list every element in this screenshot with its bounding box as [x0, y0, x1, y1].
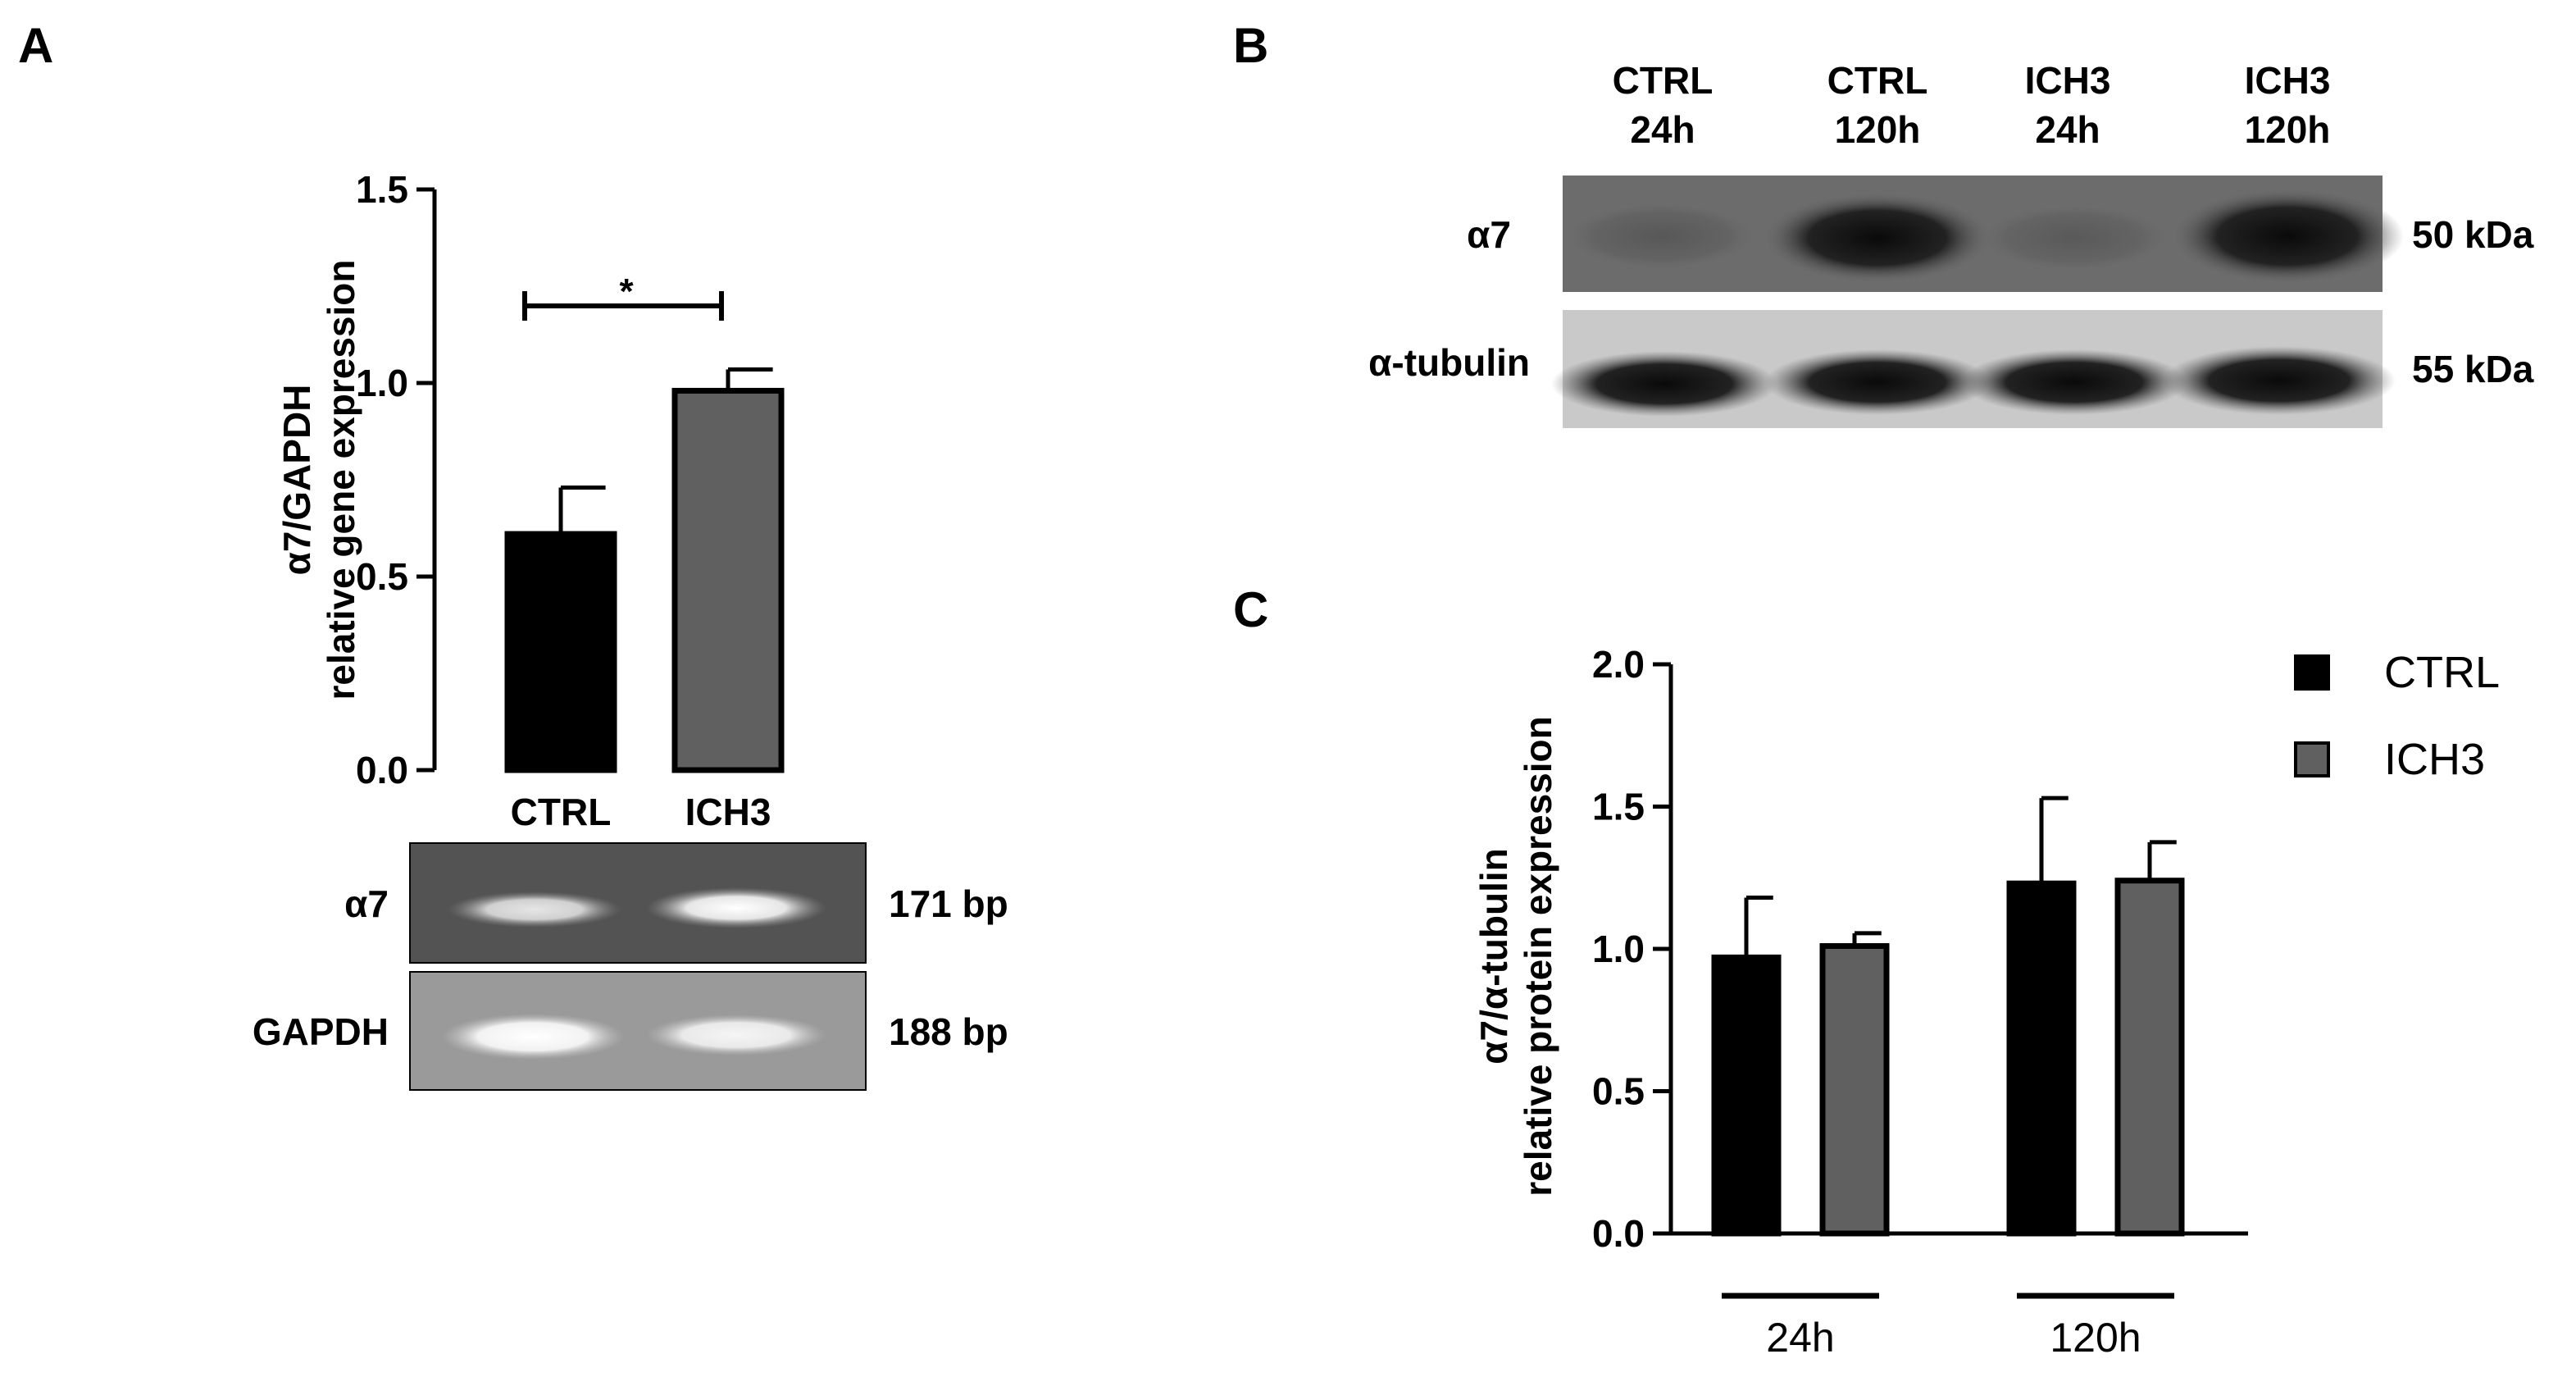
panel-label-b: B — [1233, 18, 1268, 73]
chart-c-bar-ich3-120h — [2114, 878, 2185, 1237]
gel-a-band-ctrl-alpha7 — [448, 891, 621, 928]
chart-a-ylabel-line1: α7/GAPDH — [275, 385, 318, 576]
chart-c-bar-ctrl-120h — [2006, 880, 2077, 1237]
panel-label-c: C — [1233, 582, 1268, 637]
gel-a-size-gapdh: 188 bp — [889, 1010, 1008, 1053]
chart-c-bars — [1671, 796, 2248, 1237]
blot-b-size-tubulin: 55 kDa — [2412, 348, 2534, 390]
chart-c-group-label: 24h — [1766, 1315, 1834, 1361]
chart-a-bar-ctrl — [504, 531, 617, 773]
blot-b-row-label-alpha7: α7 — [1467, 213, 1511, 256]
blot-b-lane-1-line1: CTRL — [1613, 59, 1714, 102]
chart-c: 0.0 0.5 1.0 1.5 2.0 24h 120h α7/α-tubulin rel… — [1472, 643, 2500, 1361]
blot-b-band-ich3-120h — [2171, 189, 2404, 284]
blot-b-band-ctrl-24h — [1563, 202, 1759, 271]
chart-a-x-tick-label: CTRL — [511, 791, 612, 833]
gel-a-row-label-alpha7: α7 — [344, 882, 389, 925]
chart-c-group-label: 120h — [2050, 1315, 2141, 1361]
blot-b-row-label-tubulin: α-tubulin — [1368, 341, 1530, 384]
blot-b-tubulin-band-1 — [1551, 351, 1777, 417]
blot-b-lane-3-line2: 24h — [2035, 108, 2100, 151]
legend-label-ctrl: CTRL — [2384, 648, 2500, 697]
legend-label-ich3: ICH3 — [2384, 735, 2485, 784]
chart-c-y-tick-label: 1.5 — [1592, 786, 1645, 828]
blot-b-band-ich3-24h — [1976, 203, 2173, 272]
chart-c-y-tick-label: 1.0 — [1592, 928, 1645, 970]
blot-b: CTRL 24h CTRL 120h ICH3 24h ICH3 120h α7… — [1368, 59, 2534, 428]
chart-a-x-tick-label: ICH3 — [685, 791, 771, 833]
chart-a-y-tick-label: 1.0 — [356, 362, 408, 404]
chart-a-ylabel-line2: relative gene expression — [320, 260, 362, 700]
chart-c-bar-ctrl-24h — [1711, 954, 1782, 1237]
chart-c-ylabel-line2: relative protein expression — [1517, 716, 1559, 1196]
chart-c-y-tick-label: 2.0 — [1592, 643, 1645, 686]
chart-a-x-tick-labels: CTRL ICH3 — [511, 791, 771, 833]
panel-label-a: A — [18, 18, 53, 73]
blot-b-tubulin-band-2 — [1764, 349, 1991, 415]
chart-c-y-tick-label: 0.0 — [1592, 1212, 1645, 1255]
chart-c-legend: CTRL ICH3 — [2294, 648, 2500, 784]
blot-b-band-ctrl-120h — [1763, 193, 1992, 283]
chart-c-y-tick-label: 0.5 — [1592, 1070, 1645, 1113]
chart-c-bar-ich3-24h — [1819, 943, 1890, 1237]
blot-b-tubulin-band-4 — [2163, 346, 2396, 415]
gel-a-size-alpha7: 171 bp — [889, 882, 1008, 925]
chart-a: 0.0 0.5 1.0 1.5 CTRL ICH3 α7/GAPDH relative … — [275, 168, 785, 833]
gel-a-band-ctrl-gapdh — [441, 1014, 625, 1060]
blot-b-lane-4-line1: ICH3 — [2245, 59, 2331, 102]
chart-a-bars — [504, 367, 785, 773]
blot-b-size-alpha7: 50 kDa — [2412, 213, 2534, 256]
gel-a: α7 GAPDH 171 bp 188 bp — [253, 842, 1008, 1091]
legend-swatch-ich3 — [2294, 741, 2330, 777]
gel-a-row-label-gapdh: GAPDH — [253, 1010, 389, 1053]
chart-a-bar-ich3 — [671, 387, 785, 773]
legend-swatch-ctrl — [2294, 654, 2330, 691]
gel-a-band-ich3-alpha7 — [646, 887, 826, 928]
blot-b-lane-2-line1: CTRL — [1827, 59, 1928, 102]
chart-c-ylabel-line1: α7/α-tubulin — [1472, 848, 1515, 1065]
chart-a-y-tick-label: 0.0 — [356, 749, 408, 791]
chart-c-y-axis: 0.0 0.5 1.0 1.5 2.0 — [1592, 643, 1673, 1255]
gel-a-band-ich3-gapdh — [646, 1015, 826, 1056]
chart-a-y-tick-label: 1.5 — [356, 168, 408, 211]
blot-b-tubulin-band-3 — [1961, 349, 2187, 415]
blot-b-lane-1-line2: 24h — [1630, 108, 1695, 151]
chart-c-group-labels: 24h 120h — [1722, 1293, 2174, 1361]
significance-bracket: * — [522, 271, 724, 321]
significance-star: * — [619, 271, 634, 312]
blot-b-lane-2-line2: 120h — [1835, 108, 1921, 151]
chart-a-y-axis: 0.0 0.5 1.0 1.5 — [356, 168, 437, 791]
blot-b-lane-4-line2: 120h — [2245, 108, 2331, 151]
blot-b-lane-3-line1: ICH3 — [2025, 59, 2111, 102]
chart-a-y-tick-label: 0.5 — [356, 555, 408, 598]
